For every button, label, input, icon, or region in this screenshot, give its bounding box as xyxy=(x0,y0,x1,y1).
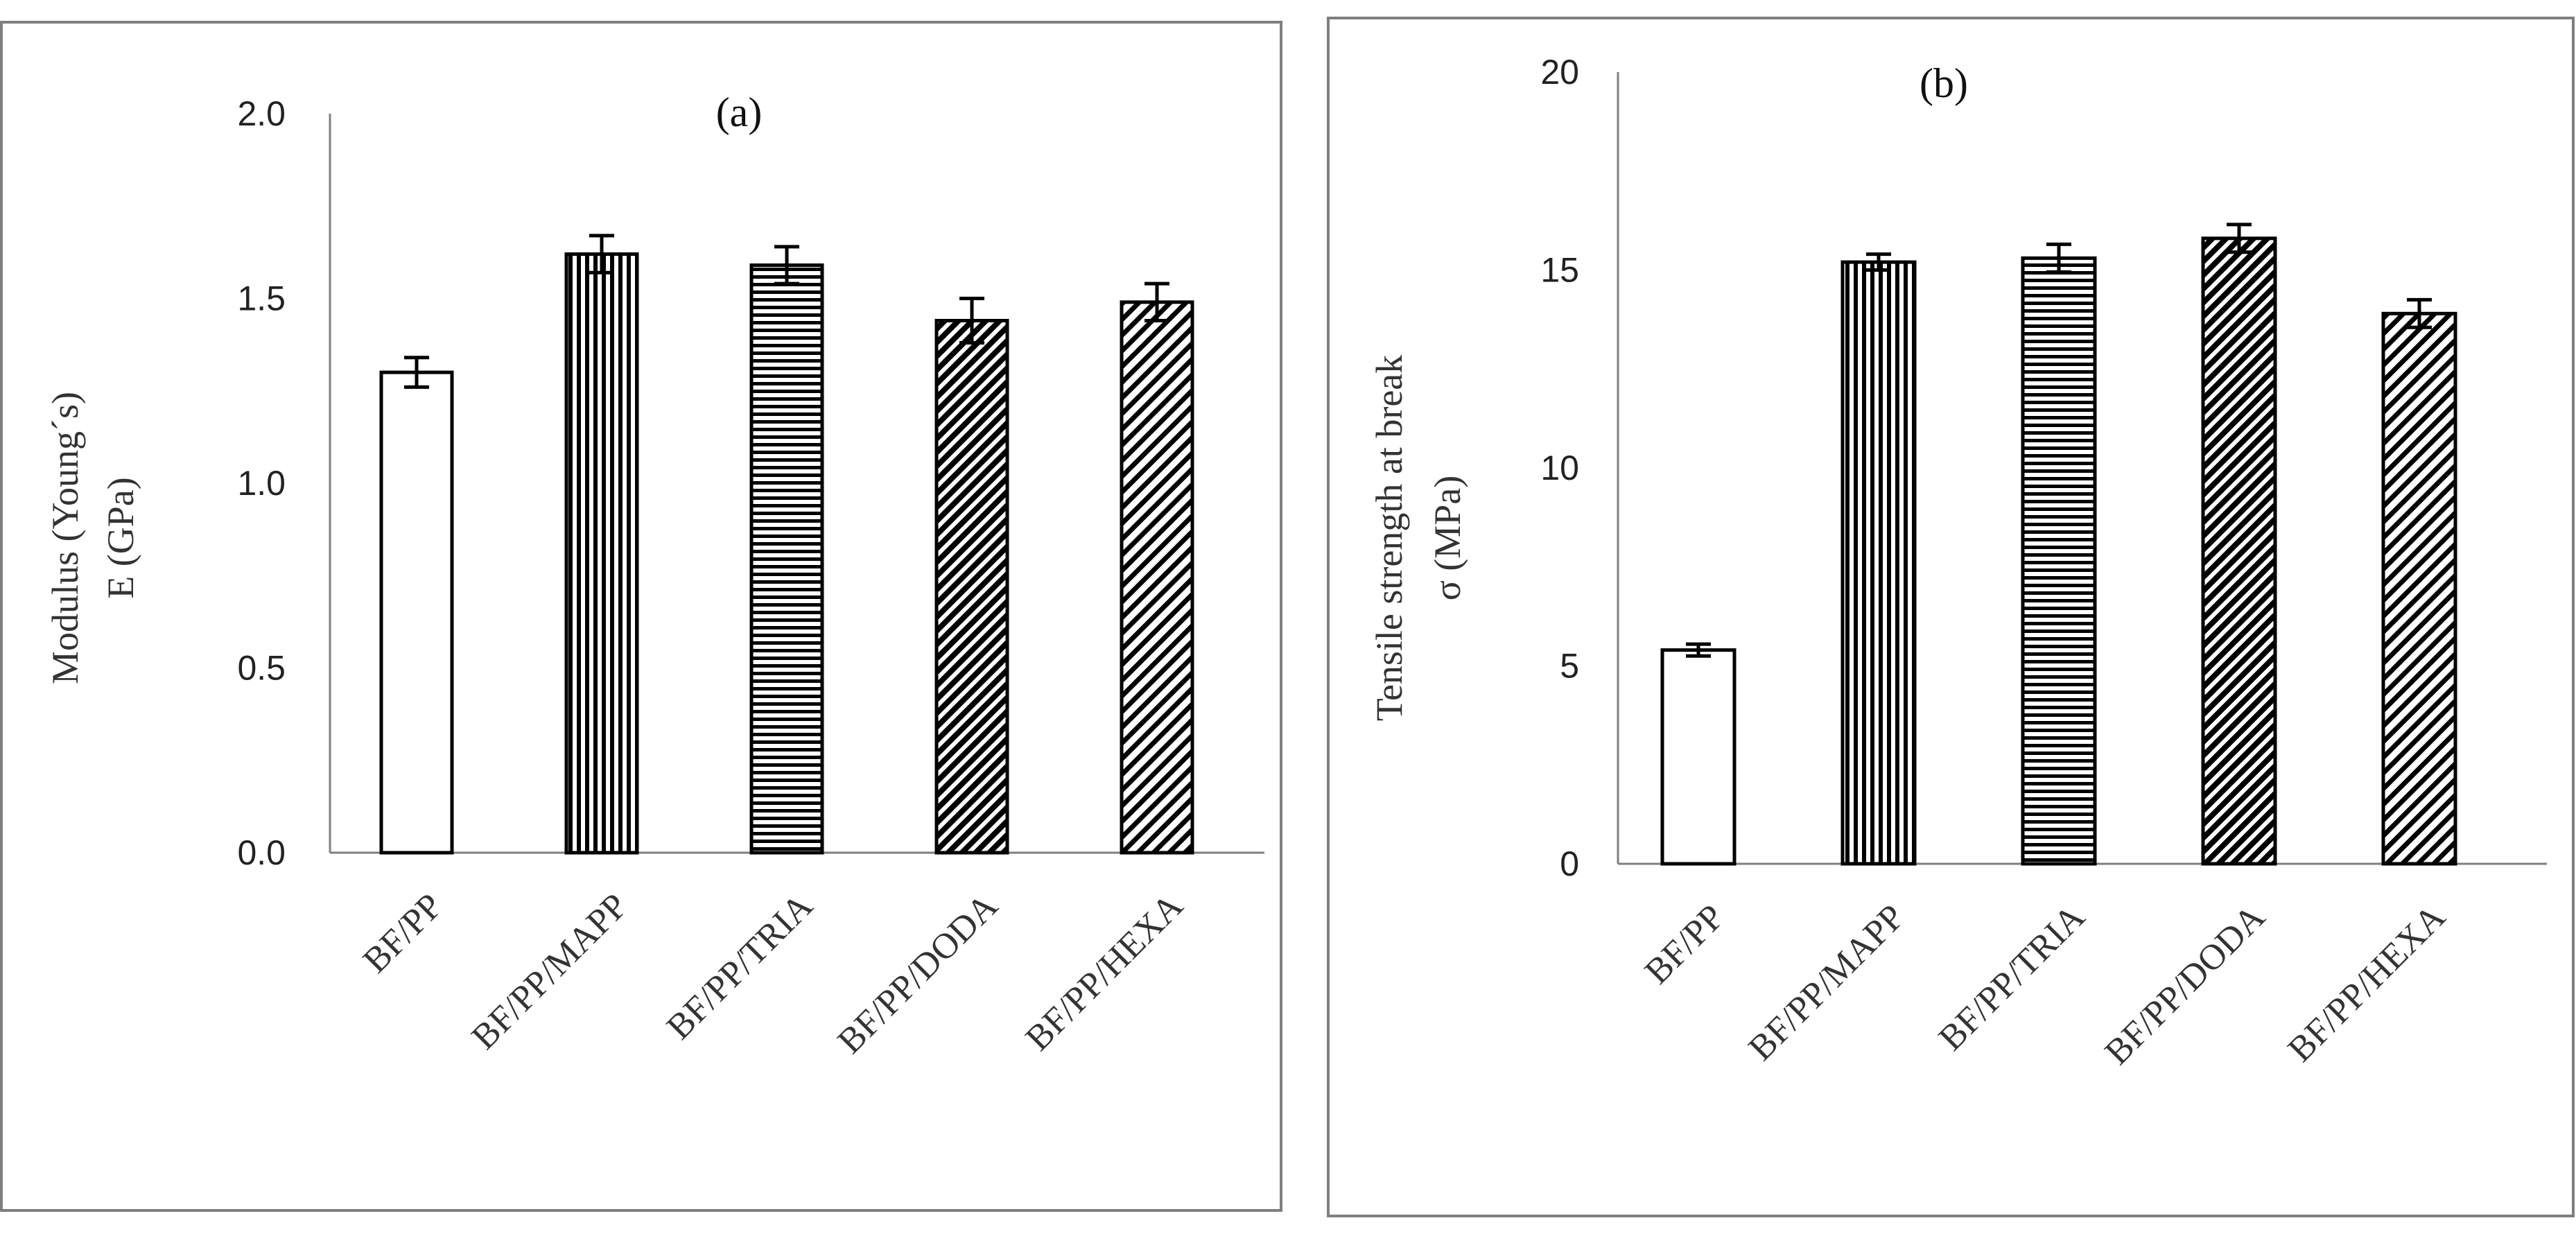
y-tick-label: 0.0 xyxy=(237,833,286,872)
bar-bf-pp-hexa xyxy=(1122,302,1192,853)
chart-panel-b: 0 5 10 15 20 BF/PP BF/PP/MAPP BF/PP/TRIA BF/PP/D… xyxy=(1327,17,2575,1217)
error-bar xyxy=(1145,281,1169,322)
x-category-label: BF/PP/DODA xyxy=(830,886,1006,1061)
x-category-label: BF/PP xyxy=(356,886,450,980)
error-bar xyxy=(589,234,614,275)
error-bar xyxy=(2407,297,2432,329)
y-axis-label: Tensile strength at break xyxy=(1368,355,1410,722)
chart-a-svg: 0.0 0.5 1.0 1.5 2.0 BF/PP BF/PP/MAPP BF/PP/TRIA… xyxy=(44,89,1264,1061)
y-tick-label: 15 xyxy=(1540,251,1579,290)
chart-b-svg: 0 5 10 15 20 BF/PP BF/PP/MAPP BF/PP/TRIA BF/PP/D… xyxy=(1368,53,2547,1072)
y-tick-label: 20 xyxy=(1540,53,1579,92)
x-category-label: BF/PP/HEXA xyxy=(2281,897,2453,1070)
x-category-label: BF/PP/MAPP xyxy=(1741,897,1913,1068)
chart-title: (b) xyxy=(1920,60,1968,106)
bar-bf-pp-tria xyxy=(751,265,822,853)
chart-panel-a: 0.0 0.5 1.0 1.5 2.0 BF/PP BF/PP/MAPP BF/PP/TRIA… xyxy=(0,21,1282,1212)
bar-bf-pp-doda xyxy=(2203,238,2275,864)
y-tick-label: 1.0 xyxy=(237,464,286,503)
x-category-label: BF/PP xyxy=(1637,897,1732,991)
x-category-label: BF/PP/DODA xyxy=(2098,897,2273,1072)
y-tick-label: 1.5 xyxy=(237,279,286,318)
y-tick-label: 10 xyxy=(1540,449,1579,487)
error-bar xyxy=(1686,642,1711,658)
error-bar xyxy=(2227,223,2252,254)
bar-bf-pp-mapp xyxy=(566,254,637,853)
y-axis-label: E (GPa) xyxy=(100,477,141,598)
x-category-label: BF/PP/TRIA xyxy=(659,886,821,1048)
error-bar xyxy=(959,297,984,345)
y-axis-label: Modulus (Young´s) xyxy=(44,392,86,684)
y-tick-label: 0 xyxy=(1560,844,1579,883)
x-category-label: BF/PP/HEXA xyxy=(1018,886,1191,1059)
bar-bf-pp-doda xyxy=(937,320,1007,853)
bar-bf-pp-tria xyxy=(2023,258,2095,864)
error-bar xyxy=(404,356,429,389)
y-axis-label: σ (MPa) xyxy=(1427,476,1468,601)
bar-bf-pp xyxy=(1662,650,1734,864)
y-tick-label: 5 xyxy=(1560,647,1579,686)
y-tick-label: 0.5 xyxy=(237,649,286,688)
bar-bf-pp-mapp xyxy=(1843,262,1915,864)
error-bar xyxy=(774,245,799,286)
bar-bf-pp-hexa xyxy=(2383,313,2455,864)
error-bar xyxy=(2046,242,2071,274)
y-tick-label: 2.0 xyxy=(237,94,286,133)
bar-bf-pp xyxy=(381,372,452,853)
error-bar xyxy=(1866,252,1891,272)
x-category-label: BF/PP/TRIA xyxy=(1931,897,2093,1059)
chart-title: (a) xyxy=(716,89,763,135)
x-category-label: BF/PP/MAPP xyxy=(464,886,636,1057)
